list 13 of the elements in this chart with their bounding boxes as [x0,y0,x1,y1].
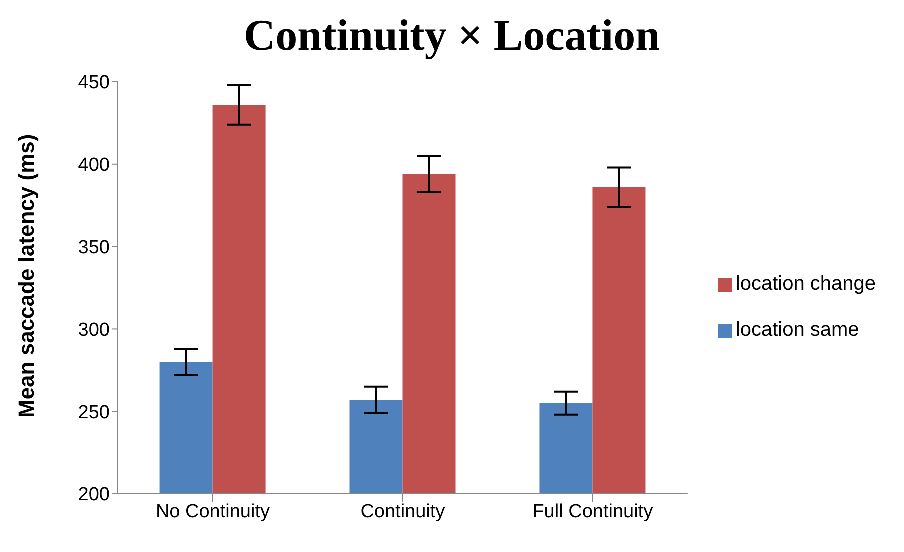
x-tick-label: Full Continuity [532,501,654,522]
y-tick-label: 200 [78,484,110,506]
legend-label: location change [736,273,876,295]
y-axis-title: Mean saccade latency (ms) [14,134,39,418]
y-tick-label: 250 [78,402,110,424]
legend-label: location same [736,319,860,341]
chart-title: Continuity × Location [242,10,662,62]
y-tick-label: 400 [78,155,110,176]
x-tick-label: No Continuity [156,501,271,522]
x-tick-label: Continuity [360,501,446,522]
y-tick-label: 300 [78,320,110,341]
y-tick-label: 450 [78,72,110,94]
y-tick-label: 350 [78,238,110,259]
